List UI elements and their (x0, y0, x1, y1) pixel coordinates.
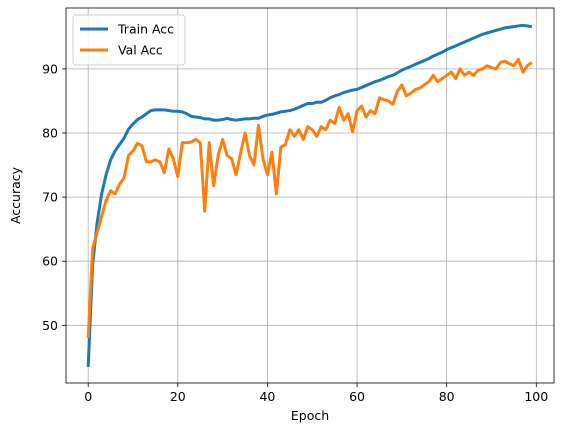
x-tick-label: 80 (439, 389, 455, 404)
y-tick-label: 50 (42, 318, 58, 333)
x-axis-ticks: 0 20 40 60 80 100 (84, 383, 548, 404)
legend-label-val-acc: Val Acc (118, 43, 163, 58)
axes-frame (65, 7, 555, 384)
y-tick-label: 70 (42, 190, 58, 205)
x-tick-label: 40 (259, 389, 275, 404)
series-line-train-acc (86, 23, 533, 368)
x-axis-label: Epoch (291, 408, 329, 423)
x-tick-label: 60 (349, 389, 365, 404)
y-tick-label: 60 (42, 254, 58, 269)
y-axis-label: Accuracy (8, 166, 23, 224)
y-tick-label: 90 (42, 61, 58, 76)
x-tick-label: 0 (84, 389, 92, 404)
x-tick-label: 100 (524, 389, 548, 404)
grid (66, 8, 554, 383)
series-line-val-acc (86, 57, 533, 339)
x-tick-label: 20 (170, 389, 186, 404)
y-axis-ticks: 50 60 70 80 90 (42, 61, 66, 333)
legend: Train Acc Val Acc (72, 14, 186, 66)
legend-label-train-acc: Train Acc (117, 22, 174, 37)
y-tick-label: 80 (42, 126, 58, 141)
plot-series (86, 23, 533, 368)
